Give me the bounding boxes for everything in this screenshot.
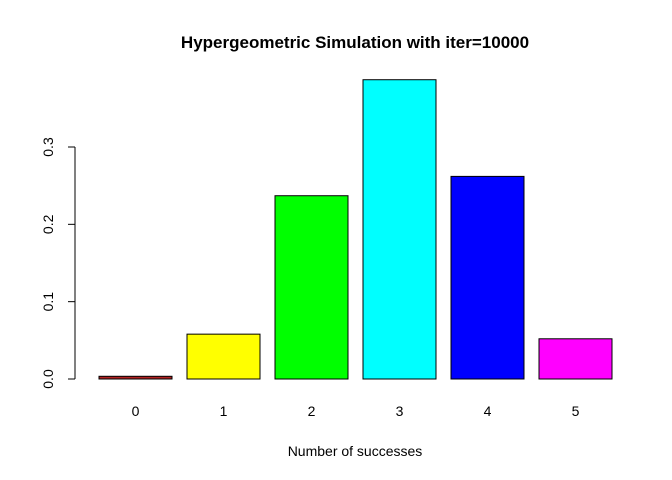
bar-4	[450, 175, 525, 380]
y-tick-label: 0.3	[40, 137, 56, 157]
x-tick-label: 3	[396, 403, 404, 419]
y-tick-label: 0.1	[40, 292, 56, 312]
bar-0	[98, 375, 173, 380]
bar-5	[538, 338, 613, 380]
x-tick-label: 1	[220, 403, 228, 419]
x-axis-label: Number of successes	[288, 443, 423, 459]
bar-2	[274, 195, 349, 380]
bars	[98, 79, 613, 380]
x-tick-label: 0	[132, 403, 140, 419]
x-tick-label: 2	[308, 403, 316, 419]
bar-1	[186, 333, 261, 380]
y-axis: 0.0 0.1 0.2 0.3	[40, 137, 76, 389]
bar-3	[362, 79, 437, 380]
y-tick-label: 0.2	[40, 214, 56, 234]
chart-title: Hypergeometric Simulation with iter=1000…	[181, 33, 529, 52]
y-tick-label: 0.0	[40, 369, 56, 389]
x-tick-label: 5	[572, 403, 580, 419]
x-tick-label: 4	[484, 403, 492, 419]
x-axis-labels: 0 1 2 3 4 5	[132, 403, 580, 419]
